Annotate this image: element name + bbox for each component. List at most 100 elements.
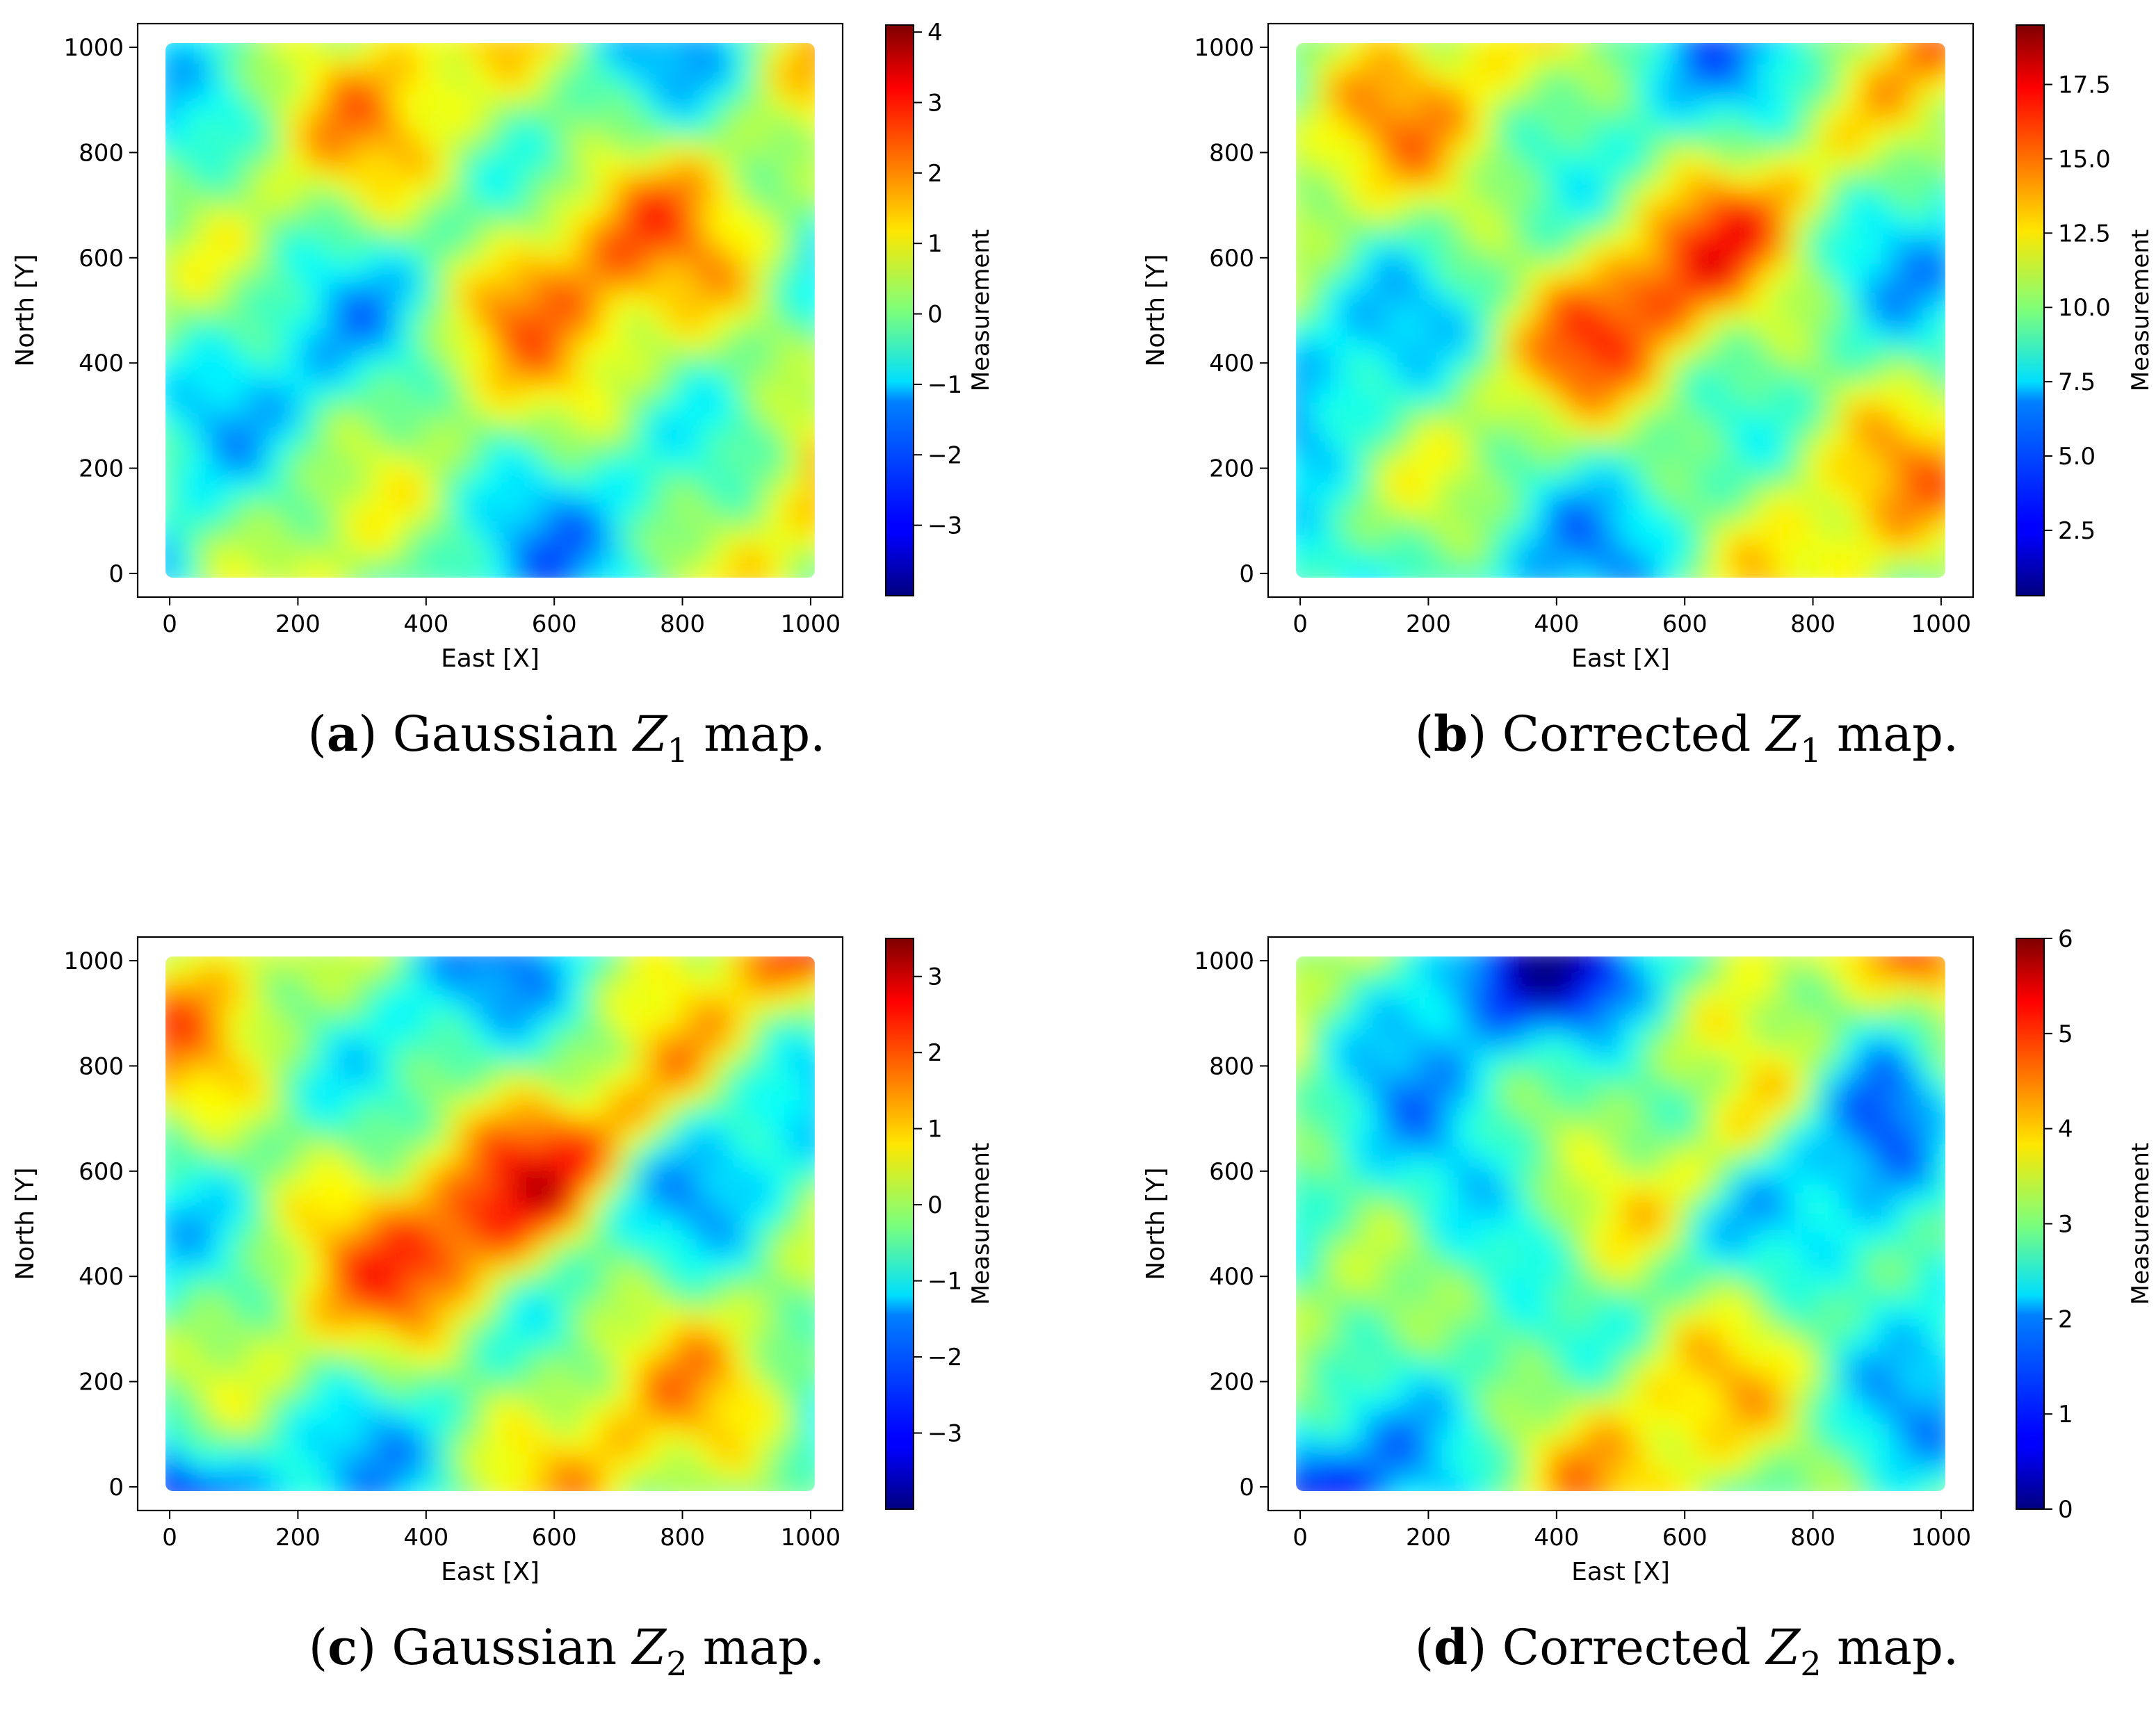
heatmap-cell — [1639, 1116, 1659, 1132]
heatmap-cell — [229, 1039, 250, 1056]
heatmap-cell — [1788, 202, 1808, 219]
colorbar-tick-label: 12.5 — [2058, 220, 2111, 247]
heatmap-cell — [1806, 141, 1826, 158]
heatmap-cell — [1397, 79, 1418, 96]
heatmap-cell — [676, 1039, 695, 1056]
heatmap-cell — [397, 1008, 417, 1025]
heatmap-cell — [1713, 402, 1733, 419]
heatmap-cell — [1583, 95, 1603, 111]
heatmap-cell — [323, 1054, 343, 1071]
heatmap-cell — [1434, 1377, 1454, 1394]
heatmap-cell — [583, 556, 603, 573]
heatmap-cell — [165, 79, 175, 96]
heatmap-cell — [750, 1131, 770, 1148]
heatmap-cell — [546, 1346, 565, 1363]
heatmap-cell — [453, 956, 473, 963]
heatmap-cell — [1751, 1039, 1770, 1056]
heatmap-cell — [1342, 1316, 1361, 1333]
heatmap-cell — [211, 541, 231, 557]
heatmap-cell — [304, 202, 324, 219]
heatmap-cell — [1323, 1023, 1343, 1040]
heatmap-cell — [1657, 526, 1678, 542]
heatmap-cell — [174, 325, 194, 342]
heatmap-cell — [174, 125, 194, 142]
heatmap-cell — [359, 1008, 380, 1025]
heatmap-cell — [1304, 295, 1324, 311]
heatmap-cell — [1676, 1131, 1696, 1148]
heatmap-cell — [359, 495, 380, 512]
heatmap-cell — [1490, 433, 1510, 450]
heatmap-cell — [1296, 110, 1306, 127]
heatmap-cell — [1583, 79, 1603, 96]
heatmap-cell — [750, 1146, 770, 1163]
heatmap-cell — [1434, 387, 1454, 404]
heatmap-cell — [1490, 556, 1510, 573]
heatmap-cell — [229, 279, 250, 296]
heatmap-cell — [731, 1346, 752, 1363]
heatmap-cell — [1657, 310, 1678, 327]
heatmap-cell — [359, 1424, 380, 1440]
heatmap-cell — [1621, 1331, 1640, 1348]
heatmap-cell — [1360, 43, 1380, 50]
heatmap-cell — [378, 1408, 398, 1425]
heatmap-cell — [416, 218, 435, 234]
heatmap-cell — [1296, 1454, 1306, 1471]
heatmap-cell — [768, 341, 788, 357]
heatmap-cell — [657, 956, 677, 963]
heatmap-cell — [416, 1193, 435, 1210]
x-tick-label: 800 — [660, 1524, 705, 1552]
heatmap-cell — [1360, 1254, 1380, 1271]
heatmap-cell — [1621, 1469, 1640, 1486]
heatmap-cell — [323, 1223, 343, 1240]
heatmap-cell — [1490, 1008, 1510, 1025]
heatmap-cell — [1472, 402, 1491, 419]
heatmap-cell — [806, 418, 815, 434]
heatmap-cell — [1490, 1239, 1510, 1255]
heatmap-cell — [1379, 1193, 1399, 1210]
heatmap-cell — [1360, 1439, 1380, 1456]
heatmap-cell — [1583, 402, 1603, 419]
heatmap-cell — [527, 172, 547, 188]
heatmap-cell — [397, 1469, 417, 1486]
heatmap-cell — [657, 1392, 677, 1410]
heatmap-cell — [806, 1485, 815, 1491]
heatmap-cell — [657, 1208, 677, 1225]
heatmap-cell — [787, 43, 807, 50]
heatmap-cell — [583, 1039, 603, 1056]
heatmap-cell — [248, 43, 268, 50]
heatmap-cell — [694, 95, 714, 111]
heatmap-cell — [1527, 248, 1548, 266]
heatmap-cell — [453, 1100, 473, 1117]
heatmap-cell — [657, 1070, 677, 1086]
heatmap-cell — [1472, 49, 1491, 65]
heatmap-cell — [620, 526, 640, 542]
heatmap-cell — [1936, 295, 1945, 311]
heatmap-cell — [248, 1469, 268, 1486]
heatmap-cell — [416, 1269, 435, 1287]
heatmap-cell — [397, 95, 417, 111]
heatmap-cell — [378, 1424, 398, 1440]
heatmap-cell — [1732, 433, 1752, 450]
heatmap-cell — [583, 1362, 603, 1378]
heatmap-cell — [1509, 1285, 1529, 1302]
heatmap-cell — [731, 156, 752, 173]
heatmap-cell — [229, 1223, 250, 1240]
heatmap-cell — [1657, 977, 1678, 994]
heatmap-cell — [471, 1208, 491, 1225]
heatmap-cell — [676, 202, 695, 219]
heatmap-cell — [1918, 541, 1938, 557]
heatmap-cell — [1639, 248, 1659, 266]
heatmap-cell — [1342, 202, 1361, 219]
heatmap-cell — [1379, 1408, 1399, 1425]
heatmap-cell — [1379, 495, 1399, 512]
heatmap-cell — [713, 556, 733, 573]
heatmap-cell — [1416, 356, 1436, 373]
heatmap-cell — [1732, 356, 1752, 373]
heatmap-cell — [1657, 510, 1678, 527]
heatmap-cell — [1509, 233, 1529, 250]
heatmap-cell — [620, 479, 640, 496]
heatmap-cell — [304, 1131, 324, 1148]
heatmap-cell — [1546, 464, 1566, 480]
heatmap-cell — [1676, 1346, 1696, 1363]
heatmap-cell — [267, 571, 287, 578]
